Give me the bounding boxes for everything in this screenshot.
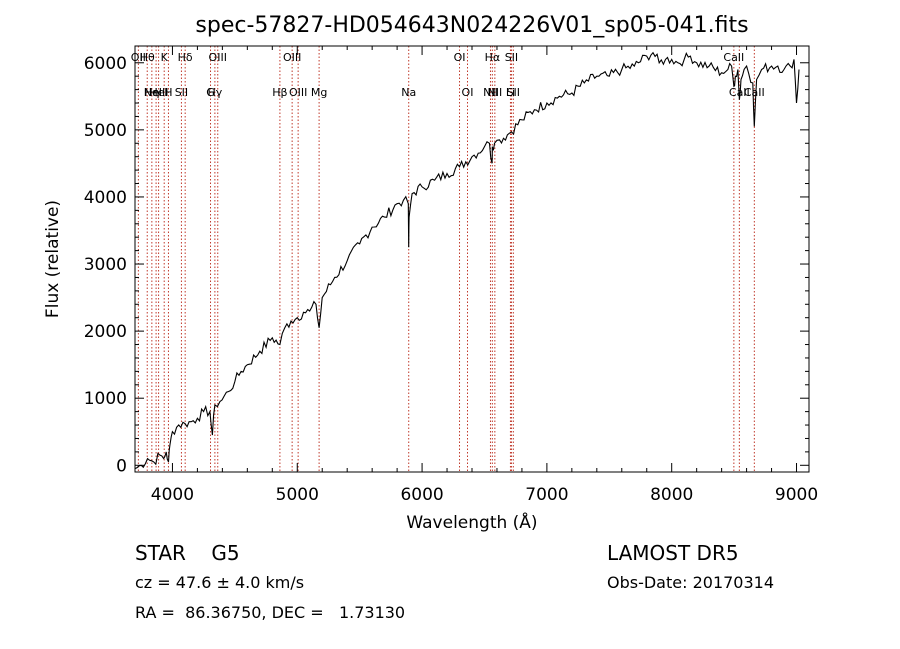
line-label-top-25: CaII	[723, 51, 744, 64]
spectrum-series-line	[134, 51, 800, 470]
x-tick-label-4: 8000	[650, 485, 693, 505]
line-label-lower-19: NII	[483, 86, 498, 99]
object-class: STAR G5	[135, 541, 240, 565]
y-tick-label-1: 1000	[84, 389, 127, 409]
axis-tick-layer: 4000 5000 6000 7000 8000 9000 0 1000 2000 3000 400…	[84, 46, 818, 505]
x-axis-label: Wavelength (Å)	[406, 511, 537, 533]
x-tick-label-1: 5000	[276, 485, 319, 505]
y-tick-label-2: 2000	[84, 322, 127, 342]
y-tick-label-0: 0	[116, 456, 127, 476]
y-axis-label: Flux (relative)	[43, 200, 63, 318]
chart-title: spec-57827-HD054643N024226V01_sp05-041.f…	[195, 13, 748, 38]
line-label-top-1: Hθ	[140, 51, 155, 64]
x-tick-label-2: 6000	[400, 485, 443, 505]
y-tick-label-5: 5000	[84, 121, 127, 141]
ra-dec-coordinates: RA = 86.36750, DEC = 1.73130	[135, 603, 406, 622]
y-tick-label-3: 3000	[84, 255, 127, 275]
line-label-lower-27: CaII	[744, 86, 765, 99]
line-label-top-23: SII	[505, 51, 518, 64]
line-label-lower-3: NeIII	[144, 86, 169, 99]
y-tick-label-6: 6000	[84, 54, 127, 74]
line-label-lower-4: HeI	[149, 86, 167, 99]
line-label-top-8: Hδ	[178, 51, 193, 64]
line-label-lower-11: G	[206, 86, 215, 99]
survey-name: LAMOST DR5	[607, 541, 739, 565]
line-label-top-17: OI	[454, 51, 466, 64]
line-label-top-20: Hα	[485, 51, 501, 64]
line-label-lower-2: Hη	[144, 86, 159, 99]
plot-frame	[134, 45, 810, 473]
spectrum-layer	[134, 51, 800, 470]
x-tick-label-5: 9000	[775, 485, 818, 505]
x-tick-label-3: 7000	[525, 485, 568, 505]
line-label-lower-7: SII	[175, 86, 188, 99]
line-label-lower-12: Hβ	[272, 86, 287, 99]
line-label-lower-22: Li	[506, 86, 515, 99]
line-label-top-5: K	[161, 51, 169, 64]
line-label-lower-21: NII	[487, 86, 502, 99]
line-label-top-10: OIII	[209, 51, 227, 64]
line-label-top-13: OIII	[283, 51, 301, 64]
line-label-lower-9: Hγ	[207, 86, 222, 99]
x-tick-label-0: 4000	[151, 485, 194, 505]
line-label-lower-15: Mg	[311, 86, 327, 99]
line-marker-layer	[137, 46, 755, 472]
line-label-lower-18: OI	[462, 86, 474, 99]
redshift-cz: cz = 47.6 ± 4.0 km/s	[135, 573, 305, 592]
line-label-lower-16: Na	[401, 86, 416, 99]
y-tick-label-4: 4000	[84, 188, 127, 208]
observation-date: Obs-Date: 20170314	[607, 573, 775, 592]
line-label-lower-24: SII	[507, 86, 520, 99]
line-label-lower-6: H	[164, 86, 172, 99]
line-label-lower-14: OIII	[289, 86, 307, 99]
